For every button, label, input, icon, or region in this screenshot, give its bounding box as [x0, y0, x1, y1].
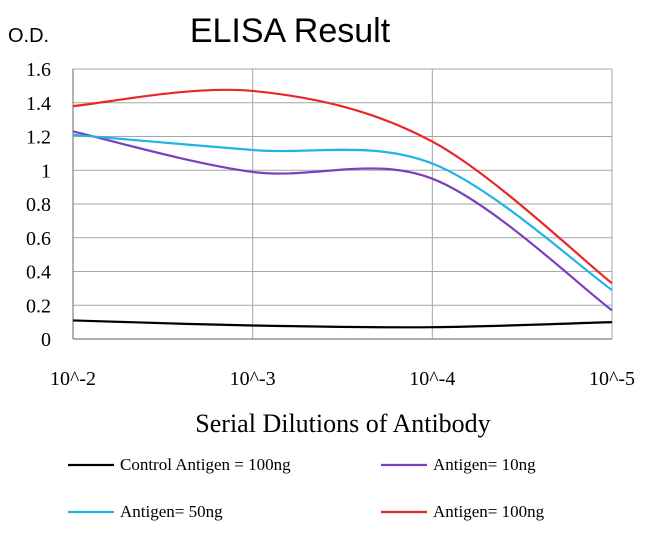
legend-label: Control Antigen = 100ng [120, 455, 291, 474]
grid-lines [72, 68, 613, 340]
y-tick-labels: 0 0.2 0.4 0.6 0.8 1 1.2 1.4 1.6 [26, 59, 51, 351]
y-tick-label: 0.4 [26, 262, 51, 284]
y-tick-label: 0.2 [26, 295, 51, 317]
chart-title: ELISA Result [190, 12, 391, 50]
x-tick-label: 10^-3 [230, 368, 276, 390]
x-tick-label: 10^-4 [409, 368, 455, 390]
series-line-1 [72, 130, 613, 312]
y-tick-label: 1.2 [26, 127, 51, 149]
y-axis-label: O.D. [8, 25, 49, 47]
series-lines [72, 88, 613, 329]
y-tick-label: 0.8 [26, 194, 51, 216]
y-tick-label: 1.4 [26, 93, 51, 115]
y-tick-label: 1 [41, 160, 51, 182]
legend-label: Antigen= 100ng [433, 502, 545, 521]
y-tick-label: 0 [41, 329, 51, 351]
legend: Control Antigen = 100ng Antigen= 10ng Anti… [68, 455, 545, 521]
legend-label: Antigen= 50ng [120, 502, 223, 521]
x-tick-label: 10^-2 [50, 368, 96, 390]
x-tick-labels: 10^-2 10^-3 10^-4 10^-5 [50, 368, 635, 390]
series-line-2 [72, 133, 613, 291]
legend-label: Antigen= 10ng [433, 455, 536, 474]
series-line-0 [72, 319, 613, 329]
series-line-3 [72, 88, 613, 285]
x-axis-label: Serial Dilutions of Antibody [195, 409, 490, 438]
y-tick-label: 0.6 [26, 228, 51, 250]
x-tick-label: 10^-5 [589, 368, 635, 390]
y-tick-label: 1.6 [26, 59, 51, 81]
